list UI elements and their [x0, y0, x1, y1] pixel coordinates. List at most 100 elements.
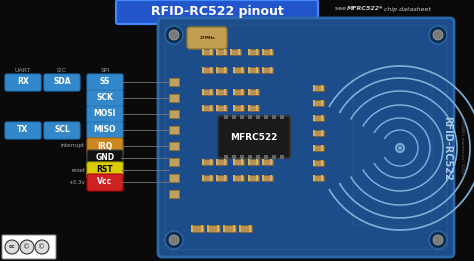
Bar	[248, 89, 250, 95]
Text: SPI: SPI	[100, 68, 109, 74]
Bar	[313, 115, 315, 121]
FancyBboxPatch shape	[239, 225, 252, 232]
Text: cc: cc	[9, 245, 15, 250]
Text: +3.3v: +3.3v	[68, 180, 85, 185]
FancyBboxPatch shape	[233, 175, 244, 181]
FancyBboxPatch shape	[216, 49, 227, 55]
Bar	[224, 175, 226, 181]
Bar	[210, 49, 212, 55]
FancyBboxPatch shape	[5, 122, 41, 139]
Bar	[233, 67, 235, 73]
Bar	[313, 145, 315, 151]
Bar	[264, 115, 268, 119]
FancyBboxPatch shape	[169, 190, 179, 198]
Bar	[248, 67, 250, 73]
Bar	[248, 175, 250, 181]
Circle shape	[396, 144, 404, 152]
Bar	[262, 175, 264, 181]
Bar	[224, 49, 226, 55]
FancyBboxPatch shape	[313, 115, 324, 121]
FancyBboxPatch shape	[248, 105, 259, 111]
Text: r00GER | marmex.eu | 2014 ©: r00GER | marmex.eu | 2014 ©	[461, 118, 465, 178]
FancyBboxPatch shape	[87, 122, 123, 139]
Bar	[207, 225, 209, 232]
Bar	[240, 155, 244, 159]
Text: RFID-RC522 pinout: RFID-RC522 pinout	[151, 5, 283, 19]
Bar	[224, 159, 226, 165]
Circle shape	[429, 231, 447, 249]
FancyBboxPatch shape	[216, 89, 227, 95]
FancyBboxPatch shape	[248, 49, 259, 55]
Text: SCL: SCL	[54, 126, 70, 134]
Bar	[272, 115, 276, 119]
FancyBboxPatch shape	[313, 160, 324, 166]
FancyBboxPatch shape	[230, 49, 241, 55]
FancyBboxPatch shape	[87, 90, 123, 107]
FancyBboxPatch shape	[248, 67, 259, 73]
Circle shape	[165, 26, 183, 44]
Bar	[241, 67, 243, 73]
FancyBboxPatch shape	[87, 74, 123, 91]
Circle shape	[429, 26, 447, 44]
Bar	[313, 85, 315, 91]
Bar	[248, 159, 250, 165]
Circle shape	[433, 235, 443, 245]
Text: GND: GND	[95, 153, 115, 163]
FancyBboxPatch shape	[207, 225, 220, 232]
Bar	[313, 175, 315, 181]
Bar	[210, 159, 212, 165]
Text: Vcc: Vcc	[98, 177, 112, 187]
Bar	[256, 49, 258, 55]
FancyBboxPatch shape	[248, 175, 259, 181]
Bar	[191, 225, 193, 232]
FancyBboxPatch shape	[169, 94, 179, 102]
Bar	[217, 225, 219, 232]
FancyBboxPatch shape	[216, 67, 227, 73]
Bar	[216, 175, 218, 181]
Text: MISO: MISO	[94, 126, 116, 134]
FancyBboxPatch shape	[158, 18, 454, 257]
FancyBboxPatch shape	[233, 89, 244, 95]
Bar	[232, 115, 236, 119]
FancyBboxPatch shape	[202, 89, 213, 95]
Bar	[256, 159, 258, 165]
FancyBboxPatch shape	[262, 67, 273, 73]
FancyBboxPatch shape	[313, 130, 324, 136]
Bar	[256, 89, 258, 95]
FancyBboxPatch shape	[262, 49, 273, 55]
FancyBboxPatch shape	[248, 89, 259, 95]
FancyBboxPatch shape	[313, 85, 324, 91]
Bar	[233, 225, 235, 232]
FancyBboxPatch shape	[313, 145, 324, 151]
Bar	[313, 160, 315, 166]
FancyBboxPatch shape	[202, 67, 213, 73]
Text: reset: reset	[71, 168, 85, 173]
Bar	[202, 159, 204, 165]
Bar	[270, 175, 272, 181]
Bar	[272, 155, 276, 159]
Bar	[313, 100, 315, 106]
Text: SS: SS	[100, 78, 110, 86]
Text: RX: RX	[17, 78, 29, 86]
Bar	[202, 67, 204, 73]
Bar	[313, 130, 315, 136]
Text: SDA: SDA	[53, 78, 71, 86]
Bar	[210, 89, 212, 95]
Text: SCK: SCK	[97, 93, 113, 103]
Bar	[262, 67, 264, 73]
Bar	[224, 105, 226, 111]
Text: UART: UART	[15, 68, 31, 74]
Bar	[270, 67, 272, 73]
Bar	[280, 115, 284, 119]
Text: chip datasheet: chip datasheet	[382, 7, 431, 11]
Text: interrupt: interrupt	[61, 144, 85, 149]
Text: see: see	[335, 7, 348, 11]
Bar	[241, 159, 243, 165]
Bar	[321, 175, 323, 181]
FancyBboxPatch shape	[202, 105, 213, 111]
Bar	[216, 89, 218, 95]
Circle shape	[35, 240, 49, 254]
FancyBboxPatch shape	[169, 110, 179, 118]
Bar	[321, 100, 323, 106]
Bar	[256, 115, 260, 119]
